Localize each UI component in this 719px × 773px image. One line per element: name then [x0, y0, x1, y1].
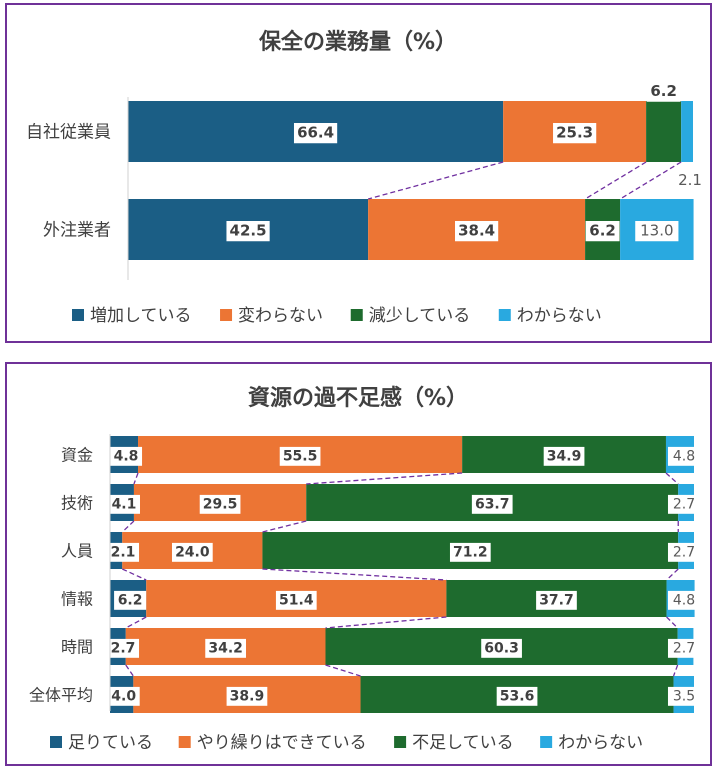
connector-lines	[368, 162, 681, 199]
connector-line	[126, 665, 134, 676]
category-label: 人員	[61, 542, 93, 561]
legend-label: 足りている	[68, 733, 153, 753]
data-label: 2.1	[678, 171, 702, 189]
data-label: 55.5	[283, 449, 318, 465]
data-label: 3.5	[673, 689, 695, 705]
data-label: 2.7	[673, 545, 695, 561]
data-label: 4.8	[114, 449, 139, 465]
category-label: 自社従業員	[26, 123, 111, 143]
workload-chart: 保全の業務量（%） 66.4 25.3 6.2 2.1 42.5 38.4 6.2 13.0 自…	[7, 5, 710, 341]
connector-line	[262, 521, 306, 532]
data-label: 60.3	[484, 641, 519, 657]
legend: 足りている やり繰りはできている 不足している わからない	[50, 733, 643, 753]
data-label: 2.7	[111, 641, 136, 657]
data-label: 51.4	[279, 593, 314, 609]
chart-title: 保全の業務量（%）	[258, 29, 457, 55]
bar-segment	[681, 101, 693, 162]
connector-line	[620, 162, 681, 199]
resource-chart: 資源の過不足感（%） 4.8 55.5 34.9 4.8 4.1 29.5 63.7 2.7 2…	[7, 364, 710, 764]
connector-line	[368, 162, 503, 199]
data-label: 63.7	[475, 497, 510, 513]
connector-line	[122, 569, 146, 580]
connector-line	[262, 569, 446, 580]
connector-line	[674, 665, 678, 676]
legend-label: 減少している	[369, 306, 471, 326]
connector-line	[666, 473, 678, 484]
data-label: 66.4	[297, 124, 334, 142]
legend-swatch	[499, 309, 511, 321]
connector-line	[325, 665, 360, 676]
data-label: 2.7	[673, 641, 695, 657]
chart-title: 資源の過不足感（%）	[248, 385, 468, 411]
legend-label: わからない	[558, 733, 643, 753]
data-label: 71.2	[453, 545, 488, 561]
data-label: 29.5	[203, 497, 238, 513]
data-label: 38.4	[458, 222, 495, 240]
bar-segment	[646, 101, 681, 162]
connector-line	[306, 473, 462, 484]
legend-label: 変わらない	[238, 306, 323, 326]
category-label: 全体平均	[29, 686, 93, 705]
connector-line	[126, 617, 146, 628]
data-label: 6.2	[118, 593, 143, 609]
data-label: 4.0	[111, 689, 136, 705]
legend-swatch	[72, 309, 84, 321]
legend-label: 増加している	[90, 306, 192, 326]
data-label: 34.9	[547, 449, 582, 465]
data-label: 25.3	[556, 124, 593, 142]
data-label: 2.7	[673, 497, 695, 513]
data-label: 4.1	[112, 497, 137, 513]
connector-line	[667, 617, 678, 628]
legend-swatch	[50, 736, 62, 748]
data-label: 53.6	[500, 689, 535, 705]
category-label: 外注業者	[43, 221, 111, 241]
legend: 増加している 変わらない 減少している わからない	[72, 306, 602, 326]
data-label: 4.8	[673, 593, 695, 609]
data-label: 4.8	[673, 449, 695, 465]
legend-label: 不足している	[412, 733, 513, 753]
resource-chart-panel: 資源の過不足感（%） 4.8 55.5 34.9 4.8 4.1 29.5 63.7 2.7 2…	[5, 362, 712, 766]
connector-line	[325, 617, 446, 628]
data-label: 13.0	[640, 222, 673, 240]
legend-swatch	[540, 736, 552, 748]
category-label: 資金	[61, 446, 93, 465]
legend-label: やり繰りはできている	[197, 733, 367, 753]
data-label: 37.7	[539, 593, 574, 609]
legend-swatch	[220, 309, 232, 321]
data-label: 42.5	[230, 222, 267, 240]
legend-swatch	[394, 736, 406, 748]
connector-line	[122, 521, 134, 532]
connector-line	[134, 473, 138, 484]
category-label: 時間	[61, 638, 93, 657]
data-label: 38.9	[230, 689, 265, 705]
data-label: 24.0	[175, 545, 210, 561]
category-label: 情報	[61, 590, 93, 609]
data-label: 2.1	[111, 545, 136, 561]
connector-line	[667, 569, 679, 580]
data-label: 34.2	[208, 641, 243, 657]
legend-swatch	[179, 736, 191, 748]
workload-chart-panel: 保全の業務量（%） 66.4 25.3 6.2 2.1 42.5 38.4 6.2 13.0 自…	[5, 3, 712, 343]
category-label: 技術	[61, 494, 93, 513]
connector-line	[585, 162, 646, 199]
legend-swatch	[351, 309, 363, 321]
data-label: 6.2	[650, 82, 677, 100]
legend-label: わからない	[517, 306, 602, 326]
data-label: 6.2	[589, 222, 616, 240]
